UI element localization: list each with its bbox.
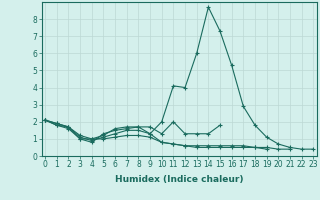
X-axis label: Humidex (Indice chaleur): Humidex (Indice chaleur) [115,175,244,184]
